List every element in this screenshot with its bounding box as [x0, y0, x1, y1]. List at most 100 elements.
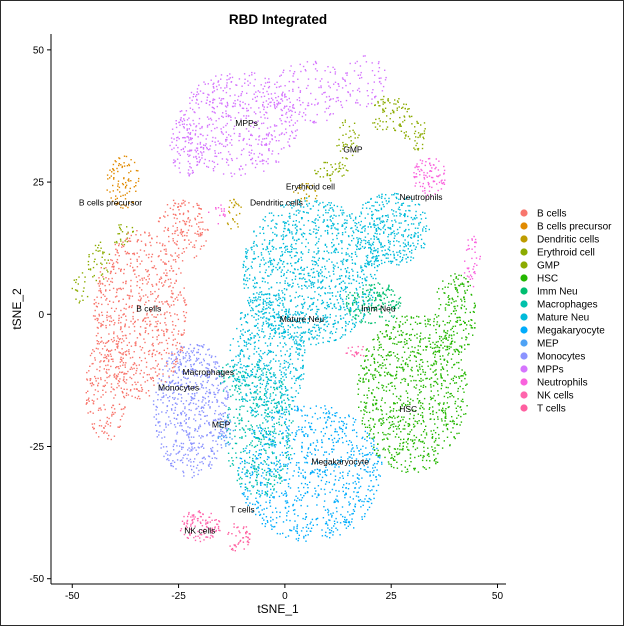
- data-point: [424, 192, 426, 194]
- data-point: [161, 437, 163, 439]
- data-point: [89, 354, 92, 357]
- data-point: [281, 388, 283, 390]
- data-point: [202, 148, 205, 150]
- data-point: [177, 385, 179, 387]
- data-point: [180, 117, 182, 119]
- data-point: [225, 422, 227, 424]
- data-point: [281, 290, 283, 292]
- data-point: [120, 270, 122, 272]
- data-point: [243, 264, 245, 267]
- data-point: [301, 115, 304, 118]
- data-point: [163, 230, 165, 232]
- data-point: [196, 344, 198, 346]
- data-point: [336, 234, 338, 237]
- data-point: [111, 259, 113, 262]
- data-point: [187, 393, 190, 395]
- data-point: [111, 266, 113, 268]
- data-point: [374, 201, 377, 203]
- data-point: [304, 331, 307, 333]
- data-point: [233, 173, 236, 175]
- data-point: [185, 223, 187, 225]
- data-point: [224, 427, 227, 430]
- data-point: [338, 144, 340, 146]
- data-point: [157, 421, 159, 423]
- data-point: [116, 251, 118, 253]
- data-point: [245, 393, 247, 395]
- data-point: [239, 335, 241, 338]
- data-point: [171, 381, 173, 383]
- data-point: [282, 332, 284, 334]
- data-point: [331, 292, 334, 294]
- data-point: [259, 286, 261, 289]
- data-point: [120, 309, 122, 312]
- data-point: [195, 156, 197, 158]
- data-point: [415, 233, 417, 235]
- data-point: [235, 355, 237, 358]
- data-point: [196, 454, 198, 456]
- data-point: [314, 197, 317, 200]
- data-point: [251, 162, 254, 165]
- data-point: [288, 251, 290, 253]
- data-point: [189, 343, 192, 346]
- data-point: [255, 113, 257, 115]
- data-point: [201, 232, 203, 234]
- data-point: [251, 332, 253, 334]
- data-point: [293, 81, 295, 83]
- data-point: [243, 317, 246, 319]
- data-point: [97, 390, 99, 393]
- data-point: [242, 101, 244, 103]
- data-point: [365, 265, 367, 267]
- data-point: [289, 354, 291, 356]
- data-point: [342, 334, 344, 336]
- data-point: [100, 353, 103, 356]
- data-point: [371, 217, 373, 220]
- data-point: [278, 311, 280, 313]
- data-point: [253, 299, 256, 302]
- data-point: [263, 313, 265, 315]
- data-point: [267, 388, 269, 391]
- data-point: [366, 262, 368, 264]
- data-point: [239, 100, 241, 103]
- data-point: [275, 161, 277, 163]
- data-point: [113, 408, 116, 410]
- data-point: [380, 220, 382, 222]
- data-point: [171, 292, 173, 295]
- data-point: [364, 225, 366, 227]
- data-point: [139, 345, 141, 348]
- data-point: [98, 322, 100, 324]
- data-point: [101, 430, 103, 432]
- data-point: [213, 107, 215, 110]
- data-point: [177, 422, 179, 424]
- data-point: [403, 132, 405, 134]
- data-point: [126, 388, 128, 391]
- data-point: [121, 360, 123, 362]
- data-point: [152, 345, 154, 347]
- data-point: [252, 121, 254, 124]
- data-point: [173, 138, 175, 140]
- data-point: [133, 321, 136, 324]
- data-point: [171, 409, 173, 411]
- data-point: [230, 158, 233, 160]
- data-point: [190, 465, 192, 467]
- data-point: [193, 461, 195, 463]
- data-point: [206, 434, 208, 437]
- data-point: [179, 349, 181, 351]
- data-point: [278, 305, 280, 307]
- data-point: [201, 154, 203, 156]
- data-point: [125, 181, 127, 184]
- data-point: [201, 125, 203, 128]
- data-point: [206, 363, 208, 365]
- data-point: [407, 215, 409, 218]
- data-point: [261, 122, 263, 125]
- data-point: [305, 70, 307, 72]
- data-point: [237, 95, 240, 98]
- data-point: [175, 279, 177, 282]
- data-point: [167, 304, 170, 306]
- data-point: [341, 247, 343, 250]
- data-point: [179, 291, 181, 293]
- data-point: [306, 200, 308, 202]
- data-point: [287, 229, 289, 231]
- data-point: [166, 204, 169, 206]
- data-point: [87, 260, 90, 263]
- data-point: [428, 182, 430, 185]
